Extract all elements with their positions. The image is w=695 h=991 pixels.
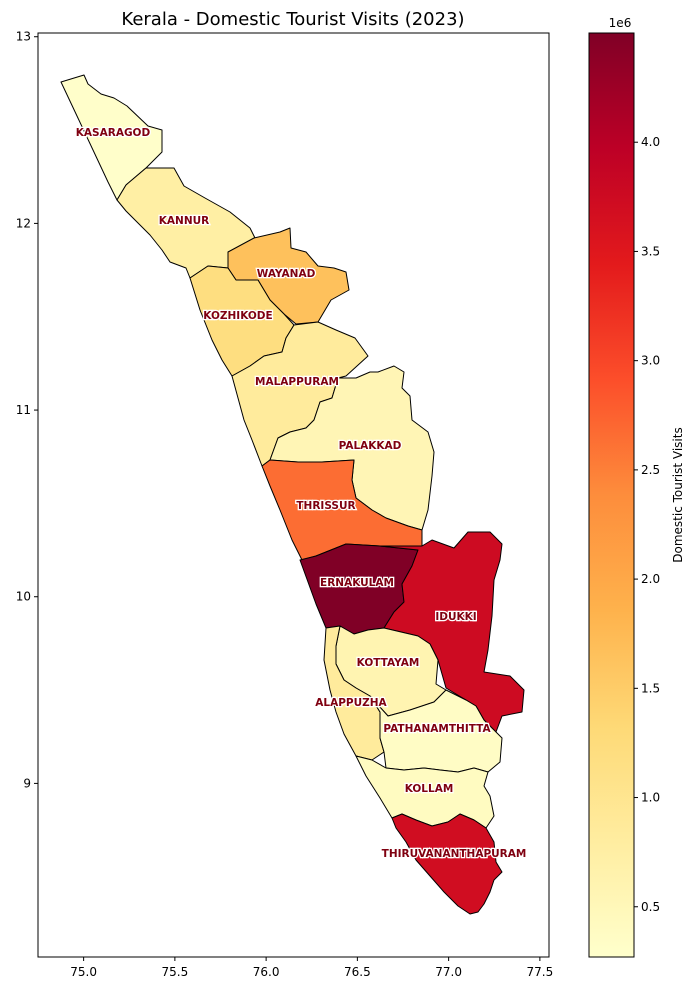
district-thrissur bbox=[261, 459, 423, 561]
colorbar-label: Domestic Tourist Visits bbox=[671, 427, 685, 562]
district-idukki bbox=[379, 531, 525, 733]
colorbar bbox=[588, 32, 635, 958]
district-label-kozhikode: KOZHIKODE bbox=[203, 310, 272, 322]
y-axis: 9 10 11 12 13 bbox=[16, 30, 38, 790]
colorbar-multiplier: 1e6 bbox=[609, 16, 632, 30]
x-tick-label: 76.5 bbox=[344, 965, 371, 979]
district-pathanamthitta bbox=[369, 689, 503, 773]
district-label-kasaragod: KASARAGOD bbox=[76, 127, 151, 139]
x-tick-label: 76.0 bbox=[253, 965, 280, 979]
district-label-alappuzha: ALAPPUZHA bbox=[315, 697, 387, 709]
chart-title: Kerala - Domestic Tourist Visits (2023) bbox=[121, 9, 464, 30]
district-label-thrissur: THRISSUR bbox=[296, 500, 355, 512]
x-tick-label: 75.0 bbox=[70, 965, 97, 979]
district-label-kottayam: KOTTAYAM bbox=[357, 657, 420, 669]
district-label-kannur: KANNUR bbox=[159, 215, 209, 227]
colorbar-tick-label: 3.5 bbox=[641, 244, 660, 258]
x-axis: 75.0 75.5 76.0 76.5 77.0 77.5 bbox=[70, 957, 553, 979]
district-label-wayanad: WAYANAD bbox=[257, 268, 316, 280]
district-kasaragod bbox=[60, 74, 163, 201]
y-tick-label: 11 bbox=[16, 403, 31, 417]
y-tick-label: 10 bbox=[16, 590, 31, 604]
district-label-kollam: KOLLAM bbox=[405, 783, 454, 795]
colorbar-tick-label: 0.5 bbox=[641, 900, 660, 914]
colorbar-tick-label: 3.0 bbox=[641, 354, 660, 368]
district-label-malappuram: MALAPPURAM bbox=[255, 376, 339, 388]
y-tick-label: 12 bbox=[16, 216, 31, 230]
colorbar-ticks: 0.5 1.0 1.5 2.0 2.5 3.0 3.5 4.0 bbox=[634, 135, 660, 914]
y-tick-label: 13 bbox=[16, 30, 31, 44]
colorbar-tick-label: 2.0 bbox=[641, 572, 660, 586]
x-tick-label: 77.5 bbox=[527, 965, 554, 979]
district-label-palakkad: PALAKKAD bbox=[339, 440, 402, 452]
x-tick-label: 75.5 bbox=[162, 965, 189, 979]
colorbar-tick-label: 1.5 bbox=[641, 681, 660, 695]
district-layer bbox=[60, 74, 525, 915]
district-label-pathanamthitta: PATHANAMTHITTA bbox=[383, 723, 491, 735]
district-label-ernakulam: ERNAKULAM bbox=[320, 577, 394, 589]
y-tick-label: 9 bbox=[23, 776, 31, 790]
colorbar-tick-label: 4.0 bbox=[641, 135, 660, 149]
district-label-thiruvananthapuram: THIRUVANANTHAPURAM bbox=[382, 848, 527, 860]
colorbar-tick-label: 1.0 bbox=[641, 791, 660, 805]
district-thiruvananthapuram bbox=[391, 813, 503, 915]
district-label-idukki: IDUKKI bbox=[435, 611, 476, 623]
colorbar-tick-label: 2.5 bbox=[641, 463, 660, 477]
x-tick-label: 77.0 bbox=[435, 965, 462, 979]
district-label-layer: KASARAGOD KANNUR WAYANAD KOZHIKODE MALAPPURA… bbox=[74, 126, 527, 862]
